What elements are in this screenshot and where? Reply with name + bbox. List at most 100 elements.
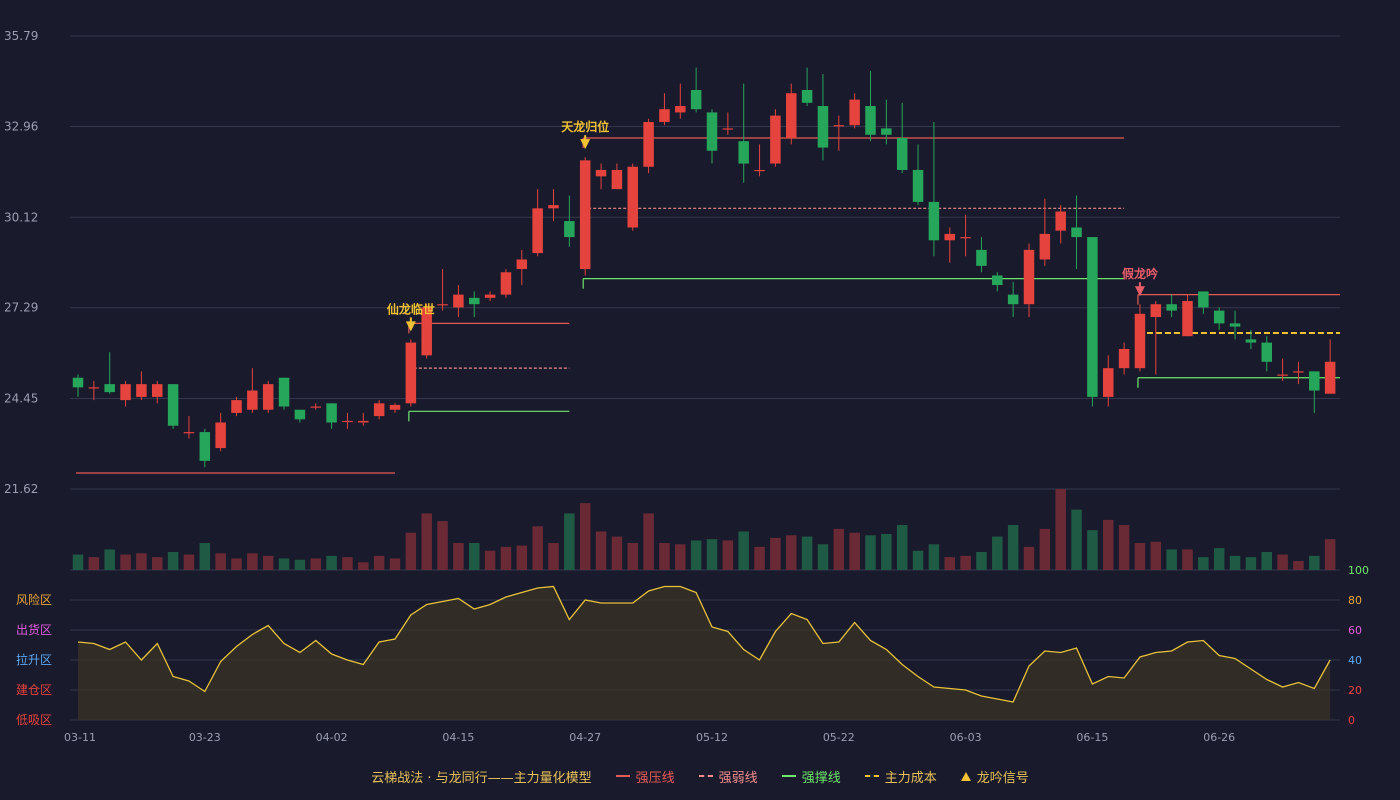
candle-body [865,106,876,135]
candle [1277,358,1288,381]
candle [992,272,1003,292]
volume-bar [1103,519,1114,570]
volume-bar [389,558,401,570]
candle [976,237,987,273]
candle-body [199,432,211,461]
candle-body [849,99,860,126]
candle-body [342,420,353,423]
candle-body [928,201,940,241]
volume-bar [326,555,337,570]
candle [690,67,702,113]
signal-arrow-icon [580,139,591,150]
legend-cost[interactable]: 主力成本 [864,767,937,786]
date-tick-label: 06-03 [950,731,982,744]
candle-body [532,208,543,254]
volume-bar [690,540,702,570]
candle [1245,329,1257,349]
volume-bar [516,545,528,570]
volume-bar [167,552,179,570]
candle [152,380,163,404]
volume-bar [1150,541,1162,570]
candle-body [595,169,607,177]
osc-tick-label: 0 [1348,714,1355,727]
volume-bar [1213,548,1225,570]
candle-body [881,128,892,135]
candle [738,83,749,183]
candle [960,214,971,257]
volume-bar [310,558,321,570]
volume-bar [722,540,734,570]
date-tick-label: 04-15 [442,731,474,744]
volume-bar [611,536,623,570]
candle-body [976,249,987,266]
volume-bar [928,544,940,570]
volume-bar [215,553,226,570]
candle [627,163,638,231]
volume-bar [421,513,432,570]
candle [865,70,876,142]
candle-body [754,169,765,172]
osc-zone-label: 风险区 [16,592,52,607]
volume-bar [960,555,971,570]
legend-signal[interactable]: 龙吟信号 [960,767,1029,786]
volume-bar [1261,552,1272,570]
volume-bar [786,535,797,570]
volume-bar [500,546,512,570]
volume-bar [1134,543,1146,570]
candle [72,374,84,397]
candle-body [1293,371,1304,373]
candle [326,403,337,429]
candle [849,93,860,129]
candle-body [358,420,369,423]
candle-body [1071,227,1082,238]
candle-body [1277,374,1288,376]
candle-body [643,121,654,167]
volume-bar [183,554,195,570]
date-tick-label: 06-26 [1203,731,1235,744]
legend-support[interactable]: 强撑线 [781,767,841,786]
legend-resist[interactable]: 强压线 [615,767,675,786]
volume-bar [1245,557,1257,570]
candle [1324,339,1336,394]
candle-body [231,400,242,413]
volume-bar [484,550,496,570]
price-tick-label: 24.45 [4,392,38,406]
candle [373,400,385,420]
candle-body [167,384,179,426]
volume-bar [405,532,417,570]
candle-body [500,272,512,295]
price-tick-label: 32.96 [4,119,38,133]
candle-body [1023,249,1035,305]
volume-bar [1229,555,1241,570]
volume-bar [912,550,924,570]
candle-body [912,169,924,202]
candle-body [1039,233,1051,260]
candle-body [1309,371,1320,391]
candle [421,304,432,359]
candle [1134,304,1146,372]
candle [928,121,940,257]
candle-body [469,297,480,305]
candle [643,118,654,174]
volume-bar [294,559,306,570]
axes: 35.79 32.96 30.12 27.29 24.45 21.62 100 80 60 40 2… [4,29,1369,744]
candle-body [1198,291,1209,308]
osc-tick-label: 80 [1348,594,1362,607]
candle-body [484,294,496,298]
candle-body [659,109,670,122]
volume-bar [104,549,115,570]
candle [817,74,829,161]
volume-bar [738,531,749,570]
candle [215,412,226,452]
candle [548,189,559,222]
candle-body [579,160,591,270]
candle [770,109,781,167]
date-tick-label: 05-12 [696,731,728,744]
candle [754,144,765,177]
weak-line-swatch [698,775,713,777]
date-tick-label: 05-22 [823,731,855,744]
candle [579,157,591,276]
legend-weak[interactable]: 强弱线 [698,767,758,786]
candle-body [278,377,290,407]
candle-body [690,90,702,110]
